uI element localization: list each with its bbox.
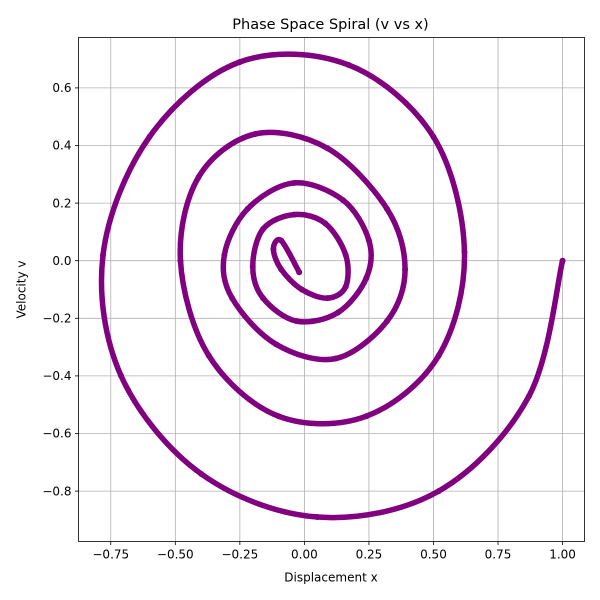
chart-title: Phase Space Spiral (v vs x) — [232, 17, 428, 33]
y-tick-label: 0.0 — [52, 254, 71, 268]
data-point — [332, 355, 339, 362]
data-point — [260, 295, 267, 302]
data-point — [293, 318, 300, 325]
data-point — [342, 283, 349, 290]
plot-frame — [78, 37, 585, 542]
spiral-series — [98, 51, 566, 521]
data-point — [324, 145, 331, 152]
y-tick-label: 0.2 — [52, 196, 71, 210]
spiral-line — [98, 51, 566, 521]
data-point — [278, 266, 285, 273]
y-tick-label: 0.4 — [52, 139, 71, 153]
x-tick-label: −0.75 — [92, 548, 129, 562]
data-point — [324, 295, 331, 302]
x-tick-label: 0.25 — [356, 548, 383, 562]
data-point — [365, 237, 372, 244]
data-point — [322, 220, 329, 227]
data-point — [249, 263, 256, 270]
data-point — [435, 488, 442, 495]
data-point — [177, 257, 184, 264]
data-point — [345, 61, 352, 68]
data-point — [146, 133, 153, 140]
x-axis-label: Displacement x — [284, 571, 377, 585]
y-axis-label: Velocity v — [15, 261, 29, 319]
data-point — [334, 309, 341, 316]
x-tick-label: −0.50 — [157, 548, 194, 562]
data-point — [205, 352, 212, 359]
x-tick-label: −0.25 — [221, 548, 258, 562]
data-point — [298, 286, 305, 293]
data-point — [252, 130, 259, 137]
data-point — [296, 269, 303, 276]
data-point — [291, 179, 298, 186]
data-point — [118, 372, 125, 379]
x-tick-label: 0.50 — [420, 548, 447, 562]
x-tick-label: 1.00 — [549, 548, 576, 562]
data-point — [272, 341, 279, 348]
data-point — [278, 237, 285, 244]
data-point — [195, 174, 202, 181]
data-point — [363, 413, 370, 420]
y-tick-label: −0.2 — [42, 312, 71, 326]
y-tick-label: −0.6 — [42, 427, 71, 441]
data-point — [340, 197, 347, 204]
grid — [78, 37, 585, 542]
data-point — [314, 514, 321, 521]
data-point — [559, 257, 566, 264]
data-point — [275, 413, 282, 420]
y-axis-ticks: −0.8 −0.6 −0.4 −0.2 0.0 0.2 0.4 0.6 — [42, 81, 79, 498]
data-point — [363, 274, 370, 281]
data-point — [384, 205, 391, 212]
x-axis-ticks: −0.75 −0.50 −0.25 0.00 0.25 0.50 0.75 1.00 — [92, 541, 576, 562]
x-tick-label: 0.75 — [485, 548, 512, 562]
y-tick-label: −0.4 — [42, 369, 71, 383]
y-tick-label: −0.8 — [42, 484, 71, 498]
data-point — [461, 249, 468, 256]
data-point — [291, 211, 298, 218]
data-point — [229, 295, 236, 302]
data-point — [270, 246, 277, 253]
data-point — [198, 470, 205, 477]
x-tick-label: 0.00 — [291, 548, 318, 562]
data-point — [430, 133, 437, 140]
data-point — [525, 393, 532, 400]
data-point — [221, 251, 228, 258]
data-point — [342, 251, 349, 258]
data-point — [236, 58, 243, 65]
y-tick-label: 0.6 — [52, 81, 71, 95]
data-point — [244, 205, 251, 212]
data-point — [384, 318, 391, 325]
data-point — [435, 352, 442, 359]
data-point — [402, 266, 409, 273]
data-point — [260, 226, 267, 233]
data-point — [100, 251, 107, 258]
